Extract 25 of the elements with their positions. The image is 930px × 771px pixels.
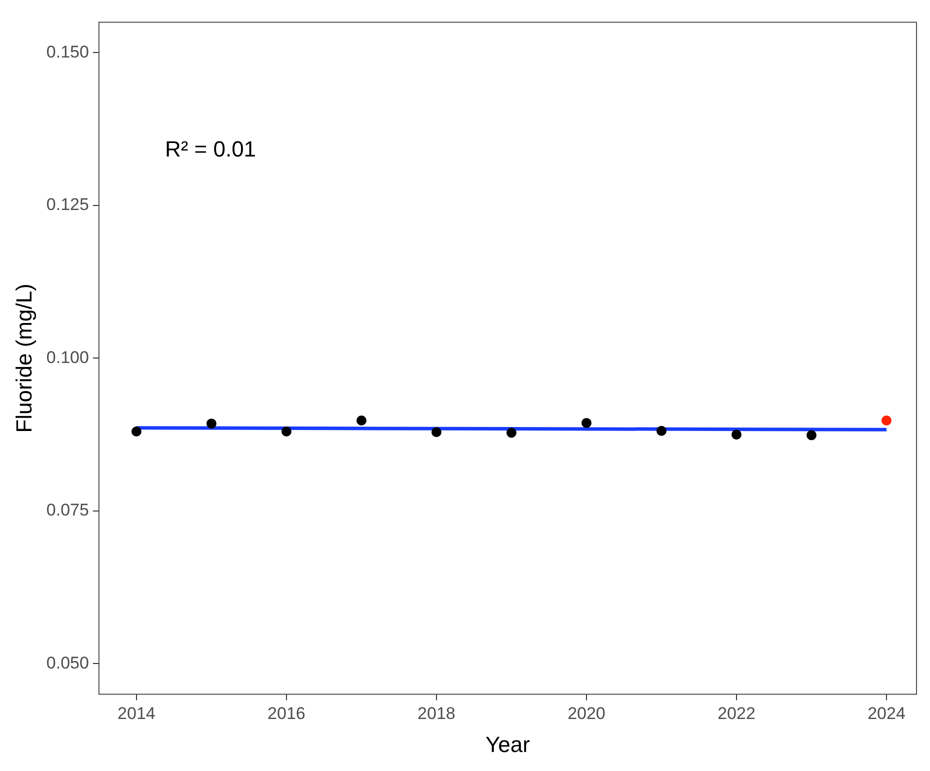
x-tick-label: 2018 (418, 704, 456, 724)
y-tick-label: 0.075 (46, 500, 89, 520)
x-tick-label: 2024 (868, 704, 906, 724)
point (581, 418, 592, 428)
point (806, 430, 816, 440)
x-axis-title: Year (485, 732, 530, 757)
point (356, 416, 366, 426)
point (506, 428, 516, 438)
point (206, 418, 216, 429)
annotation: R² = 0.01 (164, 136, 256, 162)
y-tick-label: 0.100 (46, 348, 89, 367)
x-tick-label: 2022 (718, 704, 756, 724)
y-tick-label: 0.050 (46, 653, 89, 672)
y-tick-label: 0.125 (46, 195, 89, 214)
y-axis-title: Fluoride (mg/L) (11, 284, 36, 433)
point (656, 426, 666, 436)
x-tick-label: 2014 (118, 704, 156, 724)
point (131, 426, 142, 437)
point (882, 416, 892, 426)
y-tick-label: 0.150 (46, 42, 89, 62)
point (431, 427, 442, 438)
point (281, 426, 292, 437)
x-tick-label: 2020 (568, 704, 606, 724)
x-tick-label: 2016 (268, 704, 306, 724)
point (731, 430, 742, 440)
